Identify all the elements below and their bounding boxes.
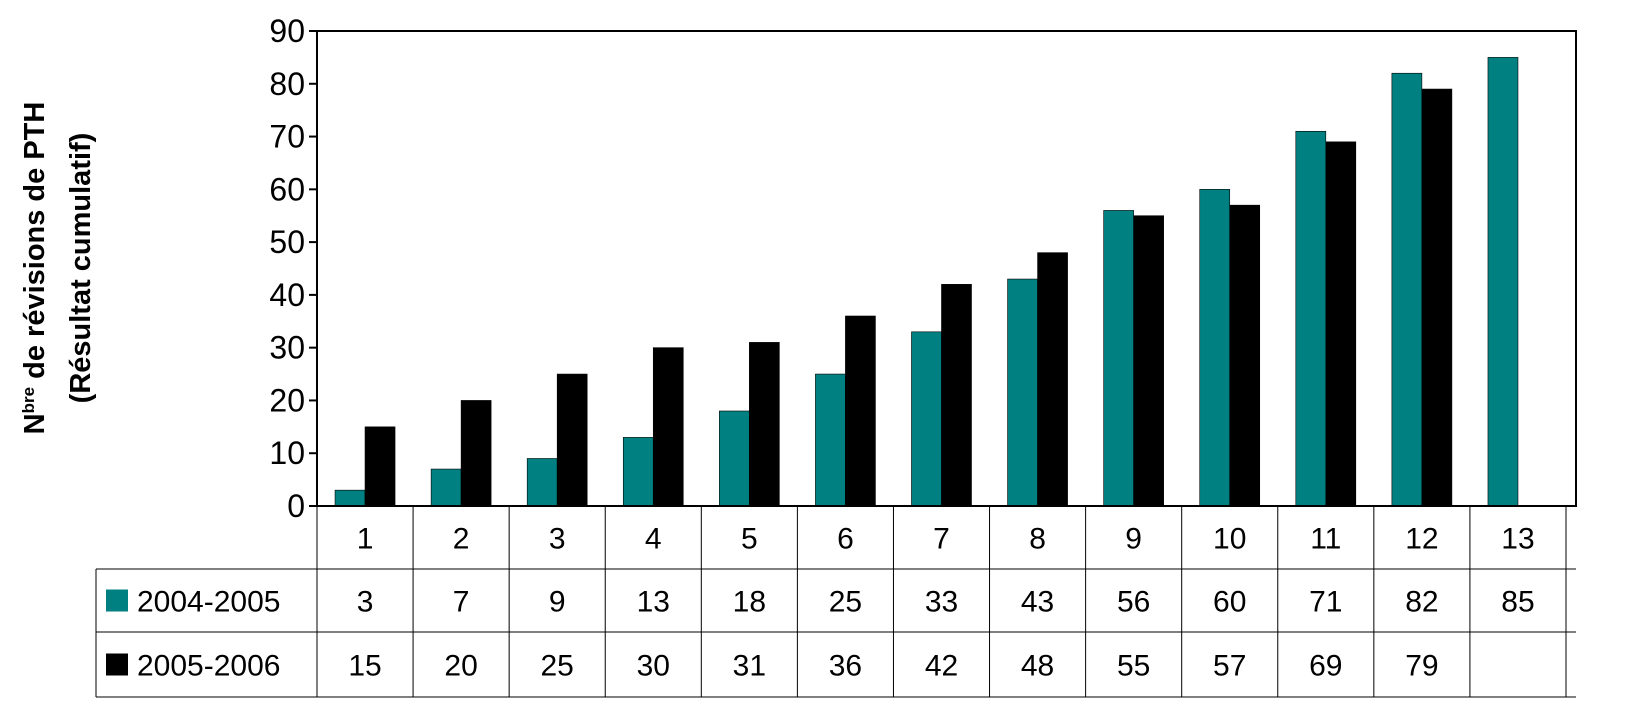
bar-2004-2005-cat-4: [622, 437, 654, 507]
x-tick-label: 9: [1125, 523, 1142, 556]
y-tick-label: 70: [269, 119, 305, 155]
data-label: 31: [733, 650, 766, 683]
y-axis-ticks: 0 10 20 30 40 50 60 70 80 90: [269, 13, 317, 524]
data-label: 33: [925, 586, 958, 619]
bar-2004-2005-cat-9: [1103, 210, 1134, 507]
bar-2005-2006-cat-12: [1421, 88, 1453, 507]
y-axis-label-line2: (Résultat cumulatif): [65, 133, 97, 404]
bar-2004-2005-cat-11: [1295, 130, 1327, 507]
data-label: 85: [1501, 586, 1534, 619]
x-tick-label: 7: [933, 523, 950, 556]
bar-2004-2005-cat-2: [430, 468, 462, 507]
y-tick-label: 80: [269, 66, 305, 102]
bar-2004-2005-cat-8: [1007, 278, 1038, 507]
data-label: 3: [357, 586, 374, 619]
data-label: 36: [829, 650, 862, 683]
x-tick-label: 8: [1029, 523, 1046, 556]
bar-2004-2005-cat-5: [719, 410, 750, 507]
data-label: 60: [1213, 586, 1246, 619]
data-label: 55: [1117, 650, 1150, 683]
y-axis-label: Nbre de révisions de PTH (Résultat cumul…: [19, 102, 97, 435]
legend-label: 2005-2006: [137, 650, 280, 683]
y-tick-label: 20: [269, 382, 305, 418]
data-label: 57: [1213, 650, 1246, 683]
bar-2004-2005-cat-13: [1487, 57, 1519, 507]
bar-2005-2006-cat-6: [845, 315, 876, 507]
legend-swatch-2004-2005: [106, 589, 128, 612]
x-tick-label: 3: [549, 523, 566, 556]
bar-2004-2005-cat-6: [815, 373, 846, 507]
y-tick-label: 50: [269, 224, 305, 260]
x-tick-label: 4: [645, 523, 662, 556]
data-label: 13: [637, 586, 670, 619]
bar-2004-2005-cat-10: [1199, 189, 1231, 507]
data-label: 48: [1021, 650, 1054, 683]
data-label: 15: [348, 650, 381, 683]
data-label: 7: [453, 586, 470, 619]
bar-2005-2006-cat-4: [652, 347, 684, 507]
bar-2005-2006-cat-7: [941, 284, 972, 507]
x-tick-label: 10: [1213, 523, 1246, 556]
bar-2004-2005-cat-12: [1391, 72, 1423, 507]
data-label: 43: [1021, 586, 1054, 619]
data-label: 71: [1309, 586, 1342, 619]
x-tick-label: 6: [837, 523, 854, 556]
data-label: 79: [1405, 650, 1438, 683]
bar-2005-2006-cat-11: [1325, 141, 1357, 507]
y-tick-label: 10: [269, 435, 305, 471]
legend-swatch-2005-2006: [106, 653, 128, 676]
legend-label: 2004-2005: [137, 586, 280, 619]
bar-2004-2005-cat-3: [526, 458, 558, 507]
data-label: 9: [549, 586, 566, 619]
x-tick-label: 13: [1501, 523, 1534, 556]
data-label: 20: [444, 650, 477, 683]
data-label: 30: [637, 650, 670, 683]
bar-2005-2006-cat-1: [364, 426, 396, 507]
x-tick-label: 5: [741, 523, 758, 556]
x-tick-label: 12: [1405, 523, 1438, 556]
y-axis-label-line1: Nbre de révisions de PTH: [19, 102, 51, 435]
y-tick-label: 60: [269, 171, 305, 207]
bar-2004-2005-cat-7: [911, 331, 942, 507]
data-label: 82: [1405, 586, 1438, 619]
data-label: 69: [1309, 650, 1342, 683]
bars: [334, 57, 1519, 507]
x-tick-label: 1: [357, 523, 374, 556]
data-label: 18: [733, 586, 766, 619]
y-tick-label: 40: [269, 277, 305, 313]
bar-2004-2005-cat-1: [334, 489, 366, 507]
x-tick-label: 2: [453, 523, 470, 556]
bar-2005-2006-cat-2: [460, 400, 492, 507]
x-tick-label: 11: [1310, 523, 1341, 556]
data-label: 25: [829, 586, 862, 619]
bar-2005-2006-cat-3: [556, 373, 588, 507]
bar-2005-2006-cat-10: [1229, 204, 1261, 507]
y-tick-label: 90: [269, 13, 305, 49]
data-label: 25: [541, 650, 574, 683]
y-tick-label: 0: [287, 488, 305, 524]
data-label: 42: [925, 650, 958, 683]
bar-2005-2006-cat-8: [1037, 252, 1068, 507]
bar-2005-2006-cat-9: [1133, 215, 1164, 507]
bar-2005-2006-cat-5: [749, 342, 780, 507]
data-label: 56: [1117, 586, 1150, 619]
y-tick-label: 30: [269, 330, 305, 366]
